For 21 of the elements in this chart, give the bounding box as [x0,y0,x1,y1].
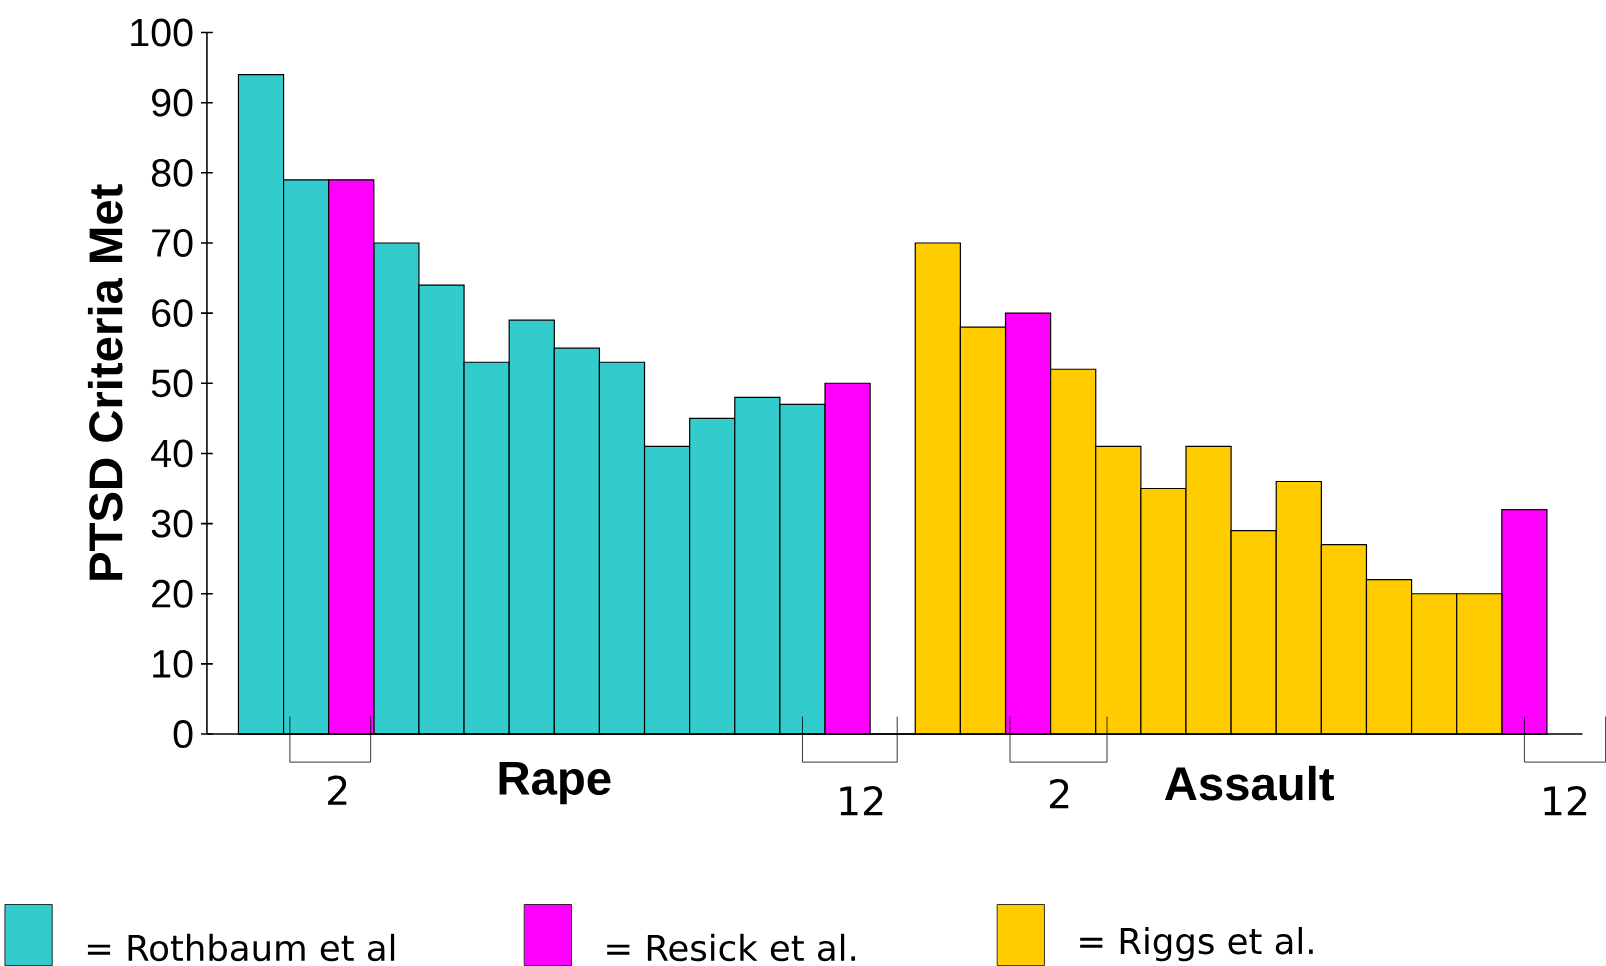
y-tick-label: 40 [151,439,193,468]
text: 2 [328,775,347,805]
y-tick-label: 80 [151,158,193,187]
y-tick-label: 90 [152,88,193,117]
y-tick-label: 60 [152,299,193,328]
text: 2 [1049,779,1069,809]
legend-label: = Resick et al. [607,933,855,962]
legend-label: = Rothbaum et al [87,933,395,962]
y-tick-label: 20 [152,579,193,608]
y-tick-label: 10 [153,649,193,678]
y-tick-label: 50 [151,369,193,398]
y-tick-label: 100 [131,18,193,47]
y-tick-label: 70 [152,229,193,257]
y-tick-label: 0 [173,720,193,748]
text: Rape [499,761,611,805]
y-tick-label: 30 [151,509,193,538]
legend-label: = Riggs et al. [1080,926,1313,962]
text: 12 [840,786,883,816]
y-axis-title: PTSD Criteria Met [87,184,123,580]
text: 12 [1544,786,1587,816]
text: Assault [1164,765,1334,801]
